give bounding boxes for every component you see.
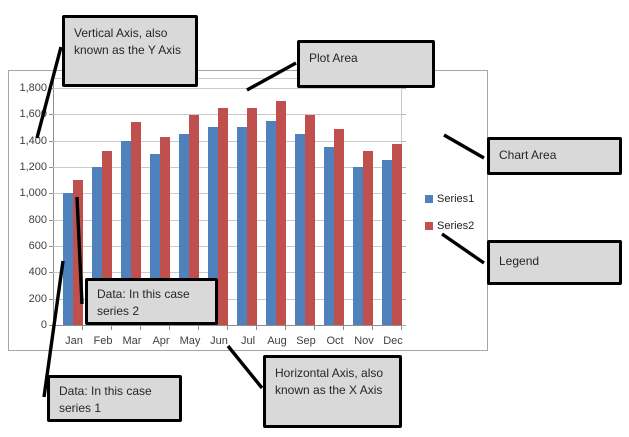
x-axis-tick (198, 325, 199, 330)
x-tick-label-nov: Nov (354, 335, 374, 347)
bar-series2-aug (276, 101, 286, 325)
x-axis-tick (53, 325, 54, 330)
plot-right-tick (402, 325, 406, 326)
bar-series2-dec (392, 144, 402, 325)
x-tick-label-feb: Feb (93, 335, 113, 347)
y-axis-line (53, 78, 54, 325)
y-axis-tick (49, 193, 53, 194)
bar-series1-dec (382, 160, 392, 325)
x-axis-tick (372, 325, 373, 330)
bar-series1-feb (92, 167, 102, 325)
bar-series2-oct (334, 129, 344, 325)
x-tick-label-may: May (179, 335, 201, 347)
bar-series1-aug (266, 121, 276, 325)
plot-right-tick (402, 141, 406, 142)
legend-swatch-series1 (425, 195, 433, 203)
y-axis-tick (49, 246, 53, 247)
bar-series2-jan (73, 180, 83, 325)
plot-right-tick (402, 299, 406, 300)
y-axis-tick (49, 167, 53, 168)
legend-swatch-series2 (425, 222, 433, 230)
x-axis-tick (256, 325, 257, 330)
x-tick-label-oct: Oct (326, 335, 344, 347)
plot-right-tick (402, 220, 406, 221)
bar-series1-may (179, 134, 189, 325)
x-tick-label-jan: Jan (65, 335, 83, 347)
bar-series2-jul (247, 108, 257, 325)
callout-plot-area: Plot Area (297, 40, 435, 88)
bar-series1-jul (237, 127, 247, 325)
x-tick-label-dec: Dec (383, 335, 403, 347)
y-tick-label: 1,600 (19, 108, 47, 120)
x-axis-tick (169, 325, 170, 330)
x-axis-tick (343, 325, 344, 330)
x-tick-label-sep: Sep (296, 335, 316, 347)
callout-data-series-2: Data: In this case series 2 (85, 278, 218, 325)
x-axis-tick (227, 325, 228, 330)
x-tick-label-jun: Jun (210, 335, 228, 347)
bar-series1-oct (324, 147, 334, 325)
x-axis-tick (285, 325, 286, 330)
y-tick-label: 800 (28, 214, 47, 226)
gridline (53, 88, 401, 89)
callout-data-series-1: Data: In this case series 1 (47, 375, 182, 422)
x-axis-tick (111, 325, 112, 330)
y-tick-label: 1,200 (19, 161, 47, 173)
bar-series1-jun (208, 127, 218, 325)
legend-item-series1: Series1 (425, 192, 474, 206)
legend-label-series2: Series2 (437, 220, 475, 232)
plot-right-tick (402, 193, 406, 194)
callout-chart-area: Chart Area (487, 137, 622, 175)
x-tick-label-apr: Apr (152, 335, 170, 347)
callout-line-horizontal-axis (226, 344, 264, 390)
y-tick-label: 1,400 (19, 135, 47, 147)
bar-series2-feb (102, 151, 112, 325)
x-axis-tick (401, 325, 402, 330)
bar-series1-sep (295, 134, 305, 325)
callout-legend: Legend (487, 240, 622, 285)
x-tick-label-aug: Aug (267, 335, 287, 347)
bar-series1-apr (150, 154, 160, 325)
callout-vertical-axis: Vertical Axis, also known as the Y Axis (62, 15, 198, 87)
plot-right-tick (402, 272, 406, 273)
bar-series2-sep (305, 115, 315, 325)
x-tick-label-jul: Jul (240, 335, 256, 347)
bar-series1-nov (353, 167, 363, 325)
x-axis-tick (314, 325, 315, 330)
plot-top-border (53, 78, 401, 79)
plot-right-tick (402, 88, 406, 89)
plot-right-tick (402, 246, 406, 247)
bar-series2-nov (363, 151, 373, 325)
y-axis-tick (49, 272, 53, 273)
plot-right-tick (402, 167, 406, 168)
bar-series2-mar (131, 122, 141, 325)
legend-label-series1: Series1 (437, 193, 475, 205)
x-tick-label-mar: Mar (122, 335, 142, 347)
y-tick-label: 400 (28, 266, 47, 278)
y-axis-tick (49, 88, 53, 89)
x-axis-tick (140, 325, 141, 330)
y-axis-tick (49, 141, 53, 142)
bar-series2-may (189, 115, 199, 325)
y-axis-tick (49, 220, 53, 221)
y-tick-label: 1,000 (19, 187, 47, 199)
y-tick-label: 0 (40, 319, 47, 331)
plot-right-tick (402, 114, 406, 115)
y-tick-label: 600 (28, 240, 47, 252)
y-tick-label: 1,800 (19, 82, 47, 94)
bar-series1-jan (63, 193, 73, 325)
y-axis-tick (49, 114, 53, 115)
callout-horizontal-axis: Horizontal Axis, also known as the X Axi… (263, 355, 402, 428)
bar-series1-mar (121, 141, 131, 325)
bar-series2-apr (160, 137, 170, 325)
y-axis-tick (49, 299, 53, 300)
x-axis-tick (82, 325, 83, 330)
y-tick-label: 200 (28, 293, 47, 305)
legend-item-series2: Series2 (425, 219, 474, 233)
bar-series2-jun (218, 108, 228, 325)
